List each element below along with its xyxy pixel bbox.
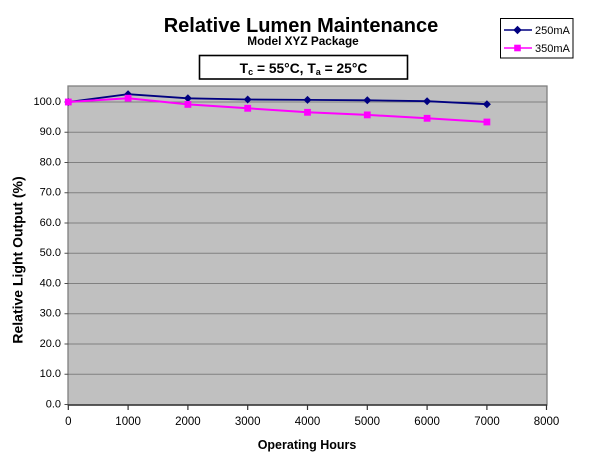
svg-text:80.0: 80.0 — [40, 156, 61, 168]
svg-text:Relative Lumen Maintenance: Relative Lumen Maintenance — [164, 15, 439, 37]
svg-text:0: 0 — [65, 416, 71, 428]
svg-text:10.0: 10.0 — [40, 368, 61, 380]
svg-text:30.0: 30.0 — [40, 308, 61, 320]
svg-text:70.0: 70.0 — [40, 187, 61, 199]
svg-text:100.0: 100.0 — [33, 96, 61, 108]
svg-text:2000: 2000 — [175, 416, 201, 428]
svg-text:Model XYZ Package: Model XYZ Package — [247, 34, 359, 48]
svg-text:1000: 1000 — [115, 416, 141, 428]
svg-text:8000: 8000 — [534, 416, 560, 428]
svg-text:7000: 7000 — [474, 416, 500, 428]
svg-text:90.0: 90.0 — [40, 126, 61, 138]
svg-text:40.0: 40.0 — [40, 277, 61, 289]
svg-text:4000: 4000 — [295, 416, 321, 428]
svg-text:20.0: 20.0 — [40, 338, 61, 350]
svg-text:350mA: 350mA — [535, 43, 571, 55]
svg-text:60.0: 60.0 — [40, 217, 61, 229]
svg-text:Relative Light Output (%): Relative Light Output (%) — [10, 176, 26, 343]
svg-text:6000: 6000 — [414, 416, 440, 428]
svg-text:50.0: 50.0 — [40, 247, 61, 259]
svg-text:250mA: 250mA — [535, 25, 571, 37]
svg-text:3000: 3000 — [235, 416, 261, 428]
svg-text:Tc = 55°C, Ta = 25°C: Tc = 55°C, Ta = 25°C — [240, 61, 368, 77]
svg-text:Operating Hours: Operating Hours — [258, 438, 357, 452]
svg-text:0.0: 0.0 — [46, 398, 61, 410]
svg-text:5000: 5000 — [355, 416, 381, 428]
